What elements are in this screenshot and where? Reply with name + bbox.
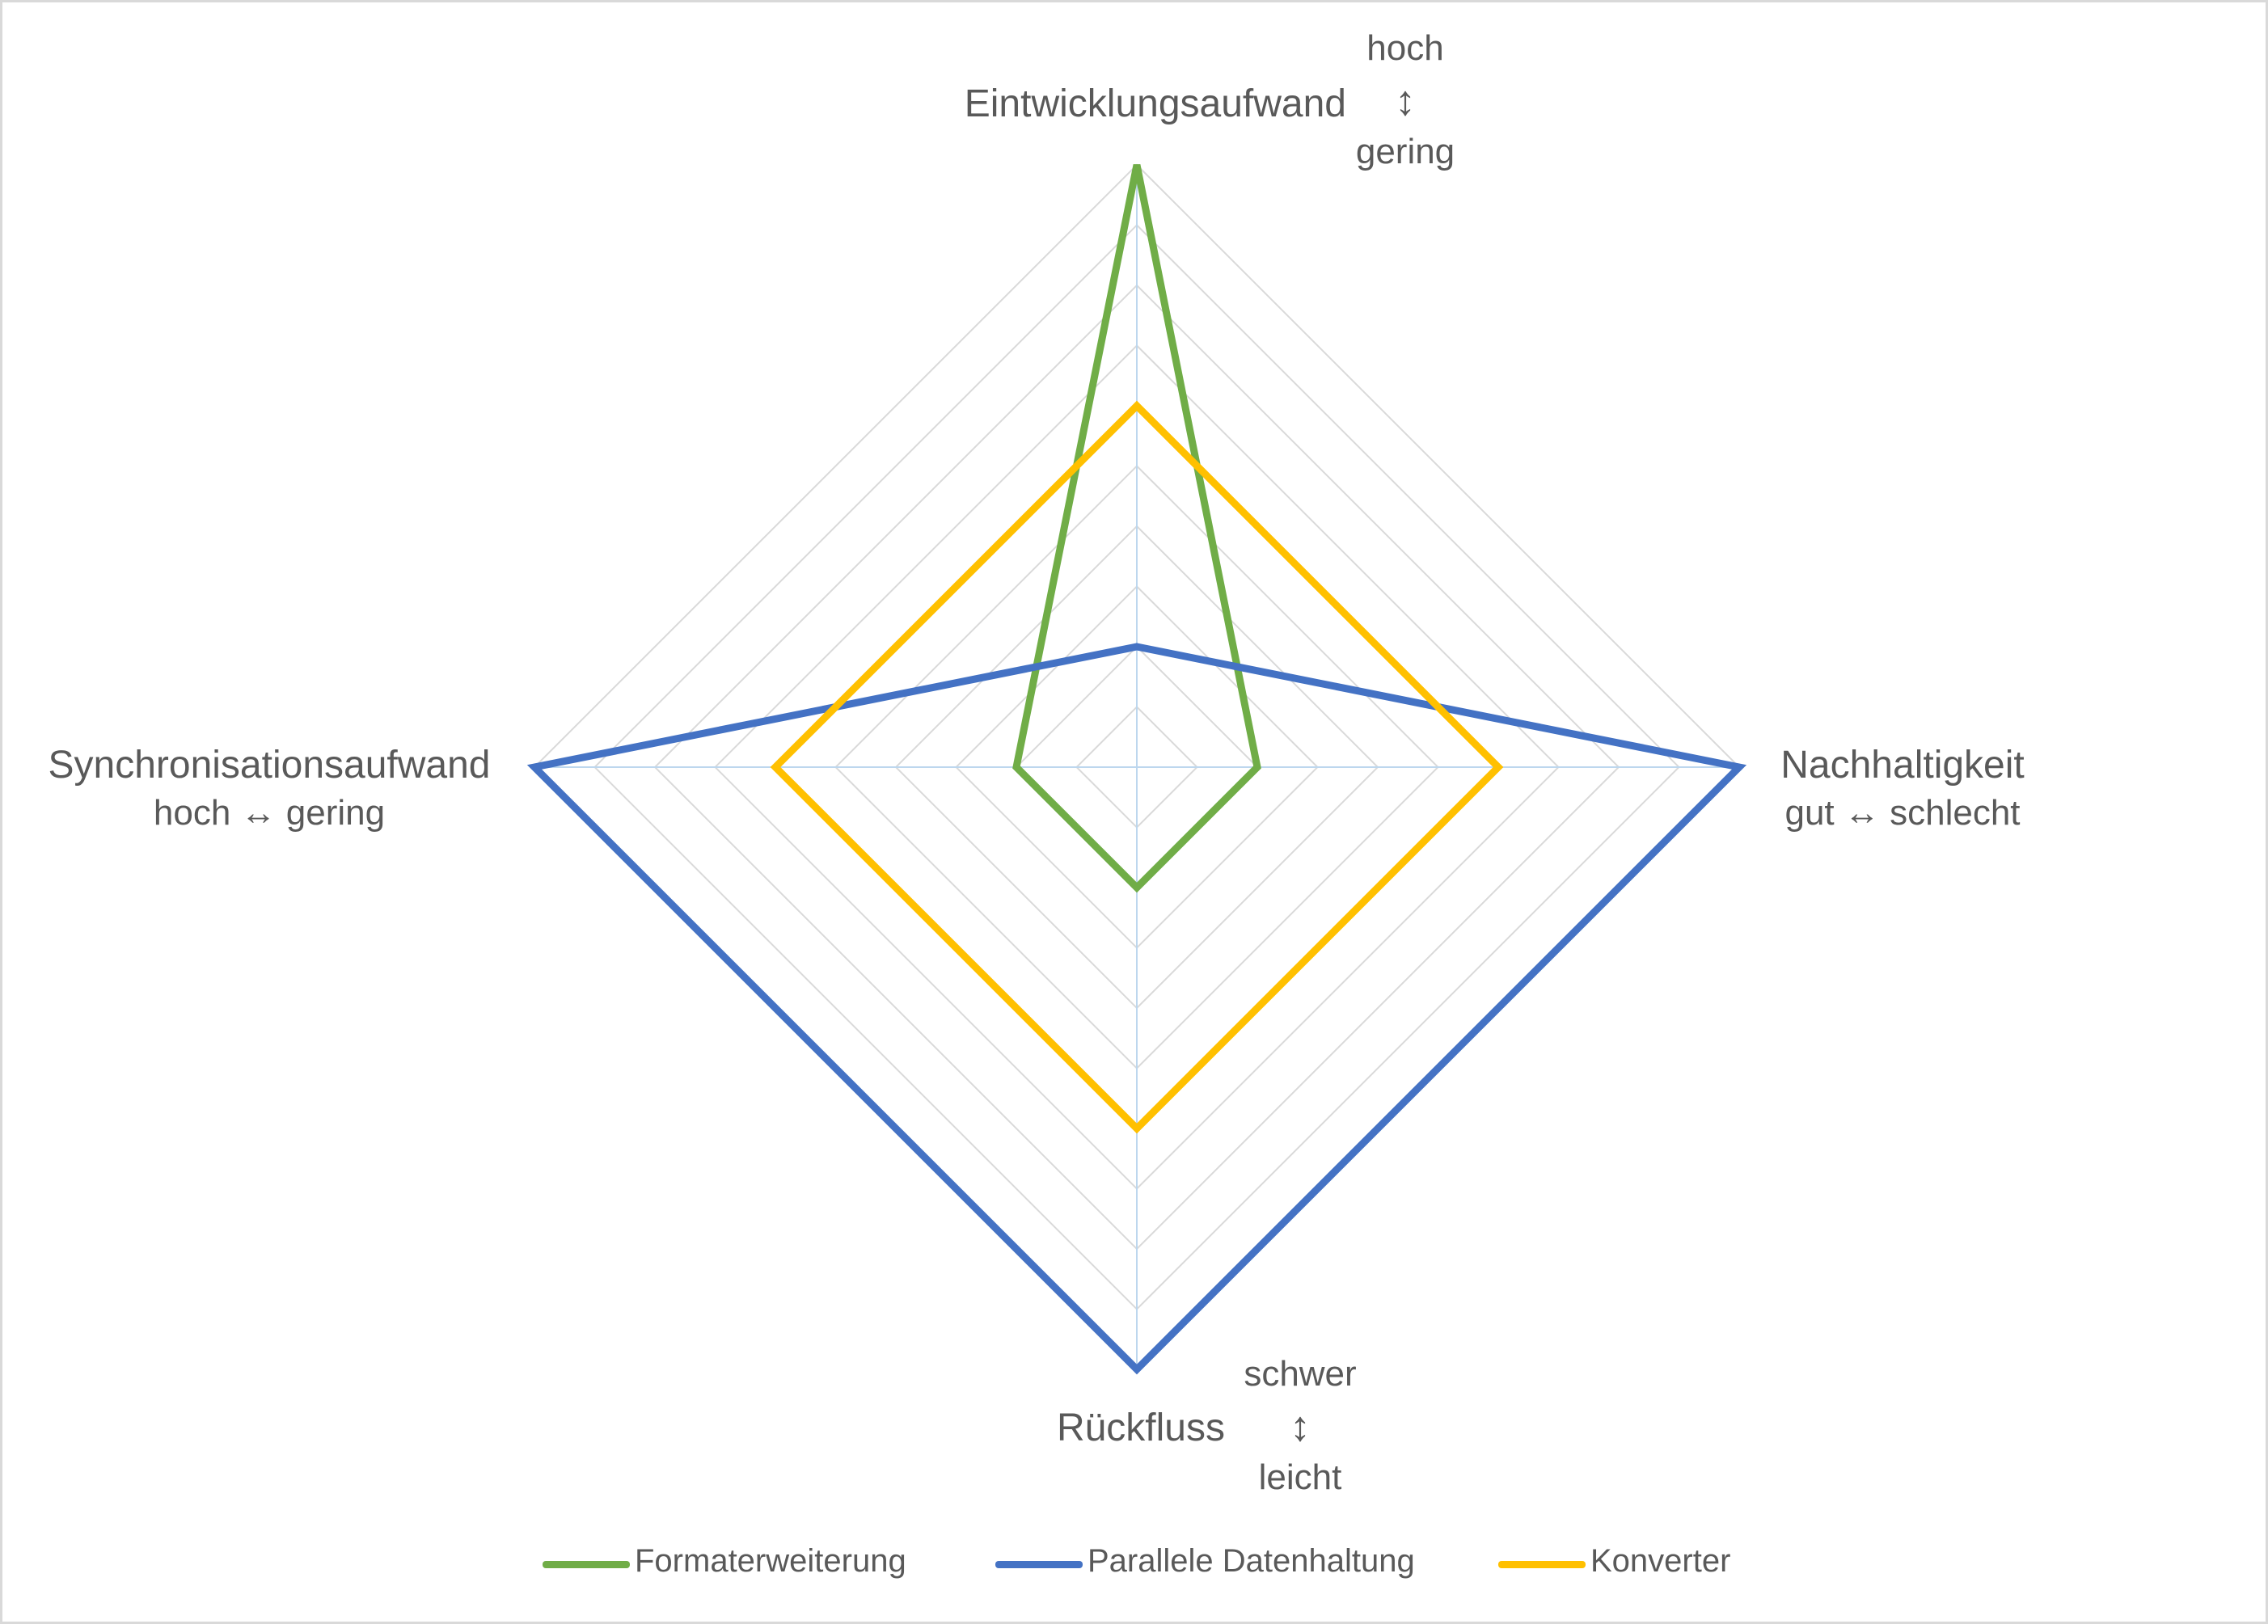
axis-scale-bottom-leicht: leicht xyxy=(1258,1457,1342,1497)
legend-swatch xyxy=(543,1561,630,1568)
series-konverter xyxy=(770,400,1504,1134)
legend-item-konverter: Konverter xyxy=(1498,1543,1838,1584)
legend-label: Formaterweiterung xyxy=(635,1543,906,1579)
legend-swatch xyxy=(995,1561,1083,1568)
legend-swatch xyxy=(1498,1561,1586,1568)
axis-scale-nachhaltigkeit: gut ↔ schlecht xyxy=(1784,793,2021,833)
axis-scale-top-hoch: hoch xyxy=(1366,28,1444,68)
axis-label-eintwicklungsaufwand: Eintwicklungsaufwand xyxy=(964,82,1346,125)
legend-label: Konverter xyxy=(1590,1543,1731,1579)
axis-scale-bottom-gering: gering xyxy=(1355,132,1455,171)
legend-item-parallele-datenhaltung: Parallele Datenhaltung xyxy=(995,1543,1497,1584)
axis-label-synchronisationsaufwand: Synchronisationsaufwand xyxy=(48,744,491,787)
axis-label-nachhaltigkeit: Nachhaltigkeit xyxy=(1780,744,2025,787)
axis-scale-top-schwer: schwer xyxy=(1244,1354,1357,1394)
legend-item-formaterweiterung: Formaterweiterung xyxy=(543,1543,963,1584)
vertical-arrow-icon: ↕ xyxy=(1290,1403,1311,1450)
series-parallele-datenhaltung xyxy=(526,643,1747,1375)
axis-scale-synchronisationsaufwand: hoch ↔ gering xyxy=(153,793,386,833)
legend-label: Parallele Datenhaltung xyxy=(1088,1543,1415,1579)
series-formaterweiterung xyxy=(1012,164,1261,893)
axis-label-rueckfluss: Rückfluss xyxy=(1056,1407,1225,1449)
vertical-arrow-icon: ↕ xyxy=(1395,78,1416,124)
